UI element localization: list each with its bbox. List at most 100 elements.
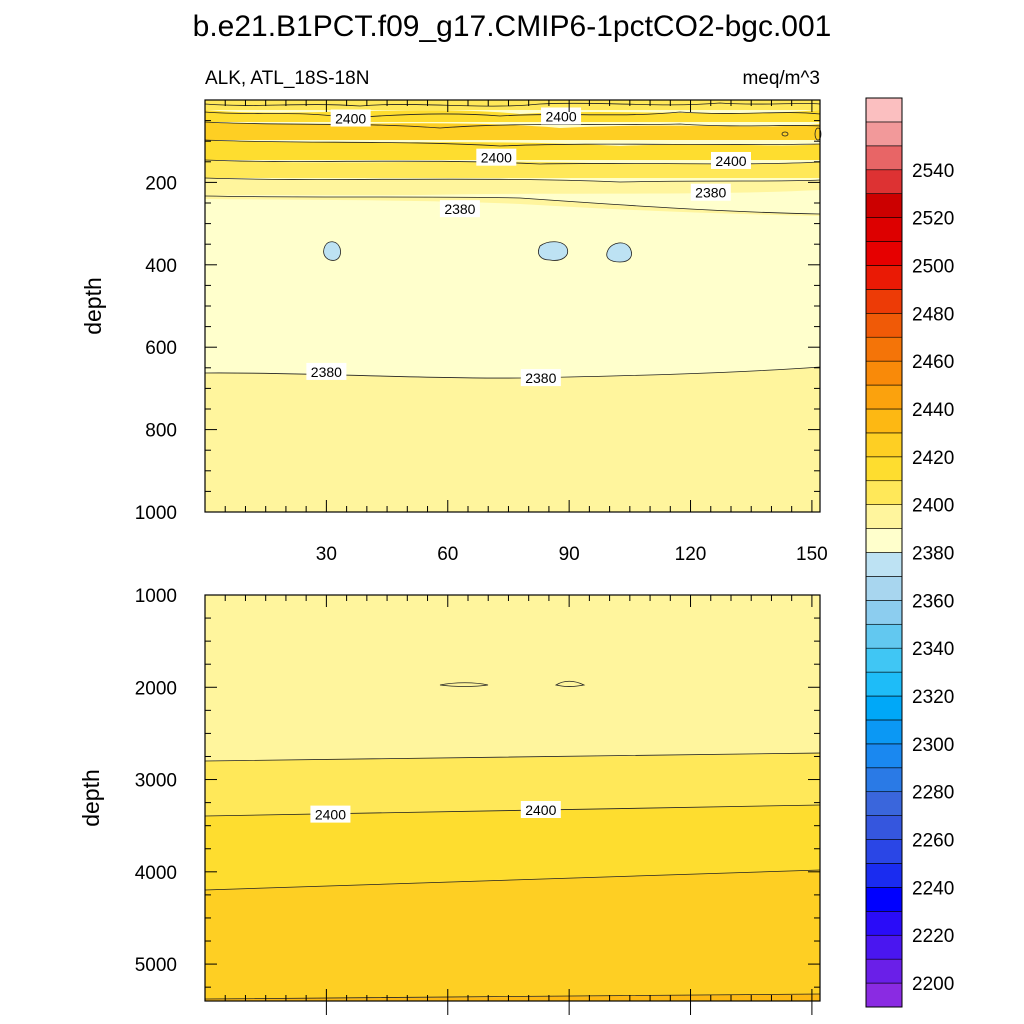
y-tick-label: 800 <box>145 421 177 442</box>
colorbar-segment <box>865 719 903 745</box>
colorbar-tick-label: 2300 <box>912 735 954 756</box>
colorbar-tick-label: 2320 <box>912 687 954 708</box>
colorbar-segment <box>865 480 903 505</box>
colorbar-segment <box>865 815 903 840</box>
low-patch-2 <box>538 241 569 261</box>
contour-label-box <box>476 148 517 166</box>
contour-label-box <box>439 200 480 218</box>
lower-contour-small-loop-a <box>439 682 489 687</box>
upper-panel: 2400 2400 2400 2400 2380 2380 2380 2380 200 400 6… <box>80 99 828 565</box>
lower-panel: 2400 2400 1000 2000 3000 4000 5000 depth <box>78 586 821 1015</box>
colorbar-segment <box>865 767 903 793</box>
colorbar-tick-label: 2280 <box>912 783 954 804</box>
y-tick-label: 2000 <box>135 678 177 699</box>
upper-band-surface <box>205 100 820 110</box>
colorbar-tick-label: 2260 <box>912 831 954 852</box>
colorbar-segment <box>865 887 903 912</box>
colorbar-segment <box>865 504 903 529</box>
upper-y-axis: 200 400 600 800 1000 <box>135 99 820 524</box>
colorbar-segment <box>865 241 903 266</box>
contour-label: 2400 <box>715 153 746 169</box>
upper-contour-line-2 <box>204 111 821 119</box>
colorbar-segment <box>865 552 903 577</box>
upper-x-axis: 30 60 90 120 150 <box>224 100 828 565</box>
contour-label-box <box>330 109 371 127</box>
upper-contour-line-8 <box>204 366 821 379</box>
colorbar-tick-label: 2400 <box>912 496 954 517</box>
contour-label-box <box>541 107 582 125</box>
contour-label: 2400 <box>545 108 576 124</box>
colorbar-segment <box>865 695 903 721</box>
colorbar-segment <box>865 791 903 816</box>
lower-contour-labels: 2400 2400 <box>310 800 561 823</box>
upper-contour-line-4 <box>204 139 821 147</box>
contour-label-box <box>306 362 347 380</box>
colorbar-segment <box>865 384 903 410</box>
units-label: meq/m^3 <box>742 68 820 89</box>
lower-contour-small-loop-b <box>554 680 586 687</box>
lower-contour-line-2 <box>204 804 821 817</box>
colorbar-segment <box>865 97 903 123</box>
upper-y-axis-label: depth <box>80 277 106 335</box>
x-tick-label: 150 <box>796 544 828 565</box>
colorbar-segment <box>865 743 903 769</box>
y-tick-label: 3000 <box>135 771 177 792</box>
y-tick-label: 5000 <box>135 955 177 976</box>
colorbar-segment <box>865 336 903 362</box>
colorbar-segment <box>865 623 903 649</box>
upper-band-6 <box>205 196 820 216</box>
colorbar-segment <box>865 217 903 242</box>
upper-contour-small-loop-a <box>781 131 789 137</box>
lower-band-1 <box>205 753 820 816</box>
colorbar-tick-label: 2340 <box>912 639 954 660</box>
upper-contour-line-7 <box>204 195 821 215</box>
contour-label-box <box>690 183 731 201</box>
x-tick-label: 90 <box>559 544 580 565</box>
colorbar-segment <box>865 312 903 338</box>
colorbar-tick-label: 2440 <box>912 400 954 421</box>
contour-label: 2400 <box>315 807 346 823</box>
upper-contour-line-3 <box>204 121 821 129</box>
colorbar-segment <box>865 982 903 1008</box>
colorbar-segment <box>865 600 903 625</box>
contour-label: 2380 <box>525 370 556 386</box>
colorbar-tick-label: 2500 <box>912 256 954 277</box>
colorbar-segment <box>865 839 903 864</box>
colorbar-segment <box>865 408 903 434</box>
colorbar-segment <box>865 456 903 482</box>
colorbar-segment <box>865 647 903 673</box>
colorbar-tick-label: 2240 <box>912 878 954 899</box>
y-tick-label: 600 <box>145 338 177 359</box>
upper-contour-line-6 <box>204 177 821 183</box>
y-tick-label: 400 <box>145 256 177 277</box>
colorbar-segment <box>865 289 903 314</box>
y-tick-label: 1000 <box>135 503 177 524</box>
contour-label: 2400 <box>481 150 512 166</box>
contour-label-box <box>520 369 561 387</box>
x-tick-label: 30 <box>316 544 337 565</box>
x-tick-label: 120 <box>675 544 707 565</box>
colorbar-segment <box>865 576 903 601</box>
upper-band-5 <box>205 178 820 196</box>
lower-band-2 <box>205 805 820 890</box>
contour-label: 2380 <box>311 364 342 380</box>
colorbar-tick-label: 2360 <box>912 591 954 612</box>
colorbar-segment <box>865 145 903 171</box>
lower-plot-frame <box>204 594 821 1002</box>
colorbar-segment <box>865 265 903 290</box>
colorbar: 2200 2220 2240 2260 2280 2300 2320 2340 2360 2380… <box>865 97 954 1008</box>
colorbar-tick-label: 2540 <box>912 161 954 182</box>
colorbar-segment <box>865 958 903 984</box>
variable-label: ALK, ATL_18S-18N <box>205 68 369 89</box>
colorbar-tick-label: 2460 <box>912 352 954 373</box>
contour-label-box <box>520 800 561 818</box>
upper-contour-small-loop-b <box>814 127 822 141</box>
contour-label: 2380 <box>695 185 726 201</box>
y-tick-label: 4000 <box>135 863 177 884</box>
colorbar-segment <box>865 121 903 147</box>
lower-band-4 <box>205 994 820 1001</box>
upper-contour-labels: 2400 2400 2400 2400 2380 2380 2380 2380 <box>306 107 751 387</box>
low-patch-3 <box>606 242 632 263</box>
colorbar-tick-label: 2380 <box>912 544 954 565</box>
